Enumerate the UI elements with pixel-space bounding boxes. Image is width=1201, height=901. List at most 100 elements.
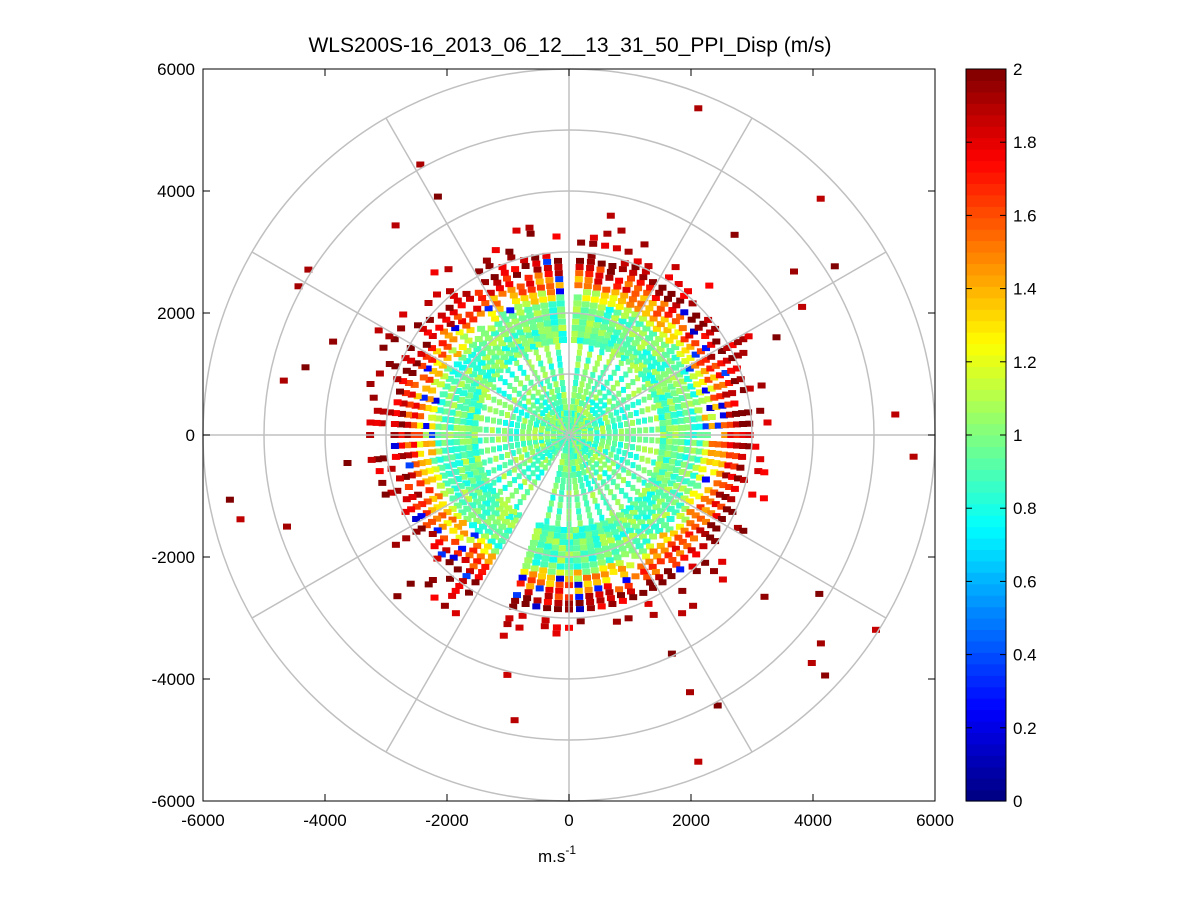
data-cell <box>520 434 526 441</box>
data-cell <box>443 400 452 407</box>
data-cell <box>491 501 500 508</box>
data-cell <box>658 579 667 586</box>
data-cell <box>431 379 440 385</box>
data-cell <box>624 443 629 449</box>
data-cell <box>618 504 624 511</box>
data-cell <box>486 505 495 512</box>
data-cell <box>598 534 607 541</box>
data-cell <box>691 523 700 530</box>
data-cell <box>422 385 431 392</box>
data-cell <box>535 406 541 413</box>
data-cell <box>476 553 485 560</box>
data-cell <box>535 547 544 554</box>
data-cell <box>577 331 586 338</box>
data-cell <box>815 590 824 597</box>
data-cell <box>443 509 452 516</box>
data-cell <box>553 400 559 407</box>
data-cell <box>548 500 554 507</box>
data-cell <box>507 481 513 487</box>
data-cell <box>489 295 498 302</box>
data-cell <box>664 568 672 575</box>
data-cell <box>555 581 564 588</box>
data-cell <box>424 300 433 306</box>
data-cell <box>557 306 566 313</box>
data-cell <box>584 332 592 339</box>
data-cell <box>532 438 538 445</box>
data-cell <box>597 389 603 396</box>
data-cell <box>433 359 442 366</box>
data-cell <box>446 417 455 423</box>
data-cell <box>673 381 682 388</box>
data-cell <box>615 277 624 284</box>
data-cell <box>690 328 698 335</box>
data-cell <box>651 368 660 375</box>
data-cell <box>505 248 514 255</box>
data-cell <box>501 345 510 352</box>
data-cell <box>595 272 604 279</box>
data-cell <box>613 554 622 561</box>
data-cell <box>684 488 693 495</box>
data-cell <box>616 390 622 397</box>
data-cell <box>553 337 562 344</box>
data-cell <box>606 474 612 481</box>
data-cell <box>446 288 454 295</box>
data-cell <box>635 320 644 327</box>
data-cell <box>445 424 454 431</box>
data-cell <box>606 595 615 602</box>
colorbar-step <box>966 240 1006 253</box>
data-cell <box>419 374 428 381</box>
data-cell <box>636 445 641 452</box>
data-cell <box>634 285 643 292</box>
data-cell <box>600 370 606 376</box>
data-cell <box>550 544 559 551</box>
data-cell <box>615 323 624 330</box>
data-cell <box>676 453 685 460</box>
data-cell <box>601 318 610 325</box>
data-cell <box>586 404 592 411</box>
data-cell <box>453 566 462 573</box>
data-cell <box>552 630 561 637</box>
data-cell <box>509 509 518 515</box>
data-cell <box>412 360 421 367</box>
colorbar-step <box>966 526 1006 539</box>
data-cell <box>611 394 617 401</box>
data-cell <box>666 348 675 354</box>
data-cell <box>547 411 553 418</box>
data-cell <box>628 547 637 554</box>
colorbar-step <box>966 698 1006 711</box>
data-cell <box>488 487 496 494</box>
data-cell <box>461 405 469 412</box>
data-cell <box>657 455 666 462</box>
data-cell <box>550 319 559 326</box>
data-cell <box>706 459 715 465</box>
data-cell <box>653 383 662 390</box>
data-cell <box>701 476 710 483</box>
data-cell <box>513 376 519 382</box>
data-cell <box>579 381 585 388</box>
data-cell <box>671 354 680 361</box>
data-cell <box>655 437 661 444</box>
data-cell <box>455 583 464 589</box>
colorbar-step <box>966 778 1006 791</box>
data-cell <box>618 441 623 448</box>
data-cell <box>578 387 583 394</box>
data-cell <box>466 406 475 413</box>
data-cell <box>583 475 589 482</box>
data-cell <box>469 547 478 554</box>
data-cell <box>479 340 487 347</box>
data-cell <box>556 471 562 477</box>
data-cell <box>423 365 432 372</box>
data-cell <box>535 446 541 453</box>
data-cell <box>592 453 598 460</box>
data-cell <box>510 413 516 420</box>
data-cell <box>621 466 627 473</box>
data-cell <box>511 397 517 404</box>
data-cell <box>514 428 520 435</box>
data-cell <box>621 551 630 558</box>
data-cell <box>622 536 631 543</box>
data-cell <box>688 563 697 570</box>
data-cell <box>587 314 596 321</box>
data-cell <box>493 279 502 286</box>
data-cell <box>522 479 528 486</box>
data-cell <box>701 507 710 514</box>
